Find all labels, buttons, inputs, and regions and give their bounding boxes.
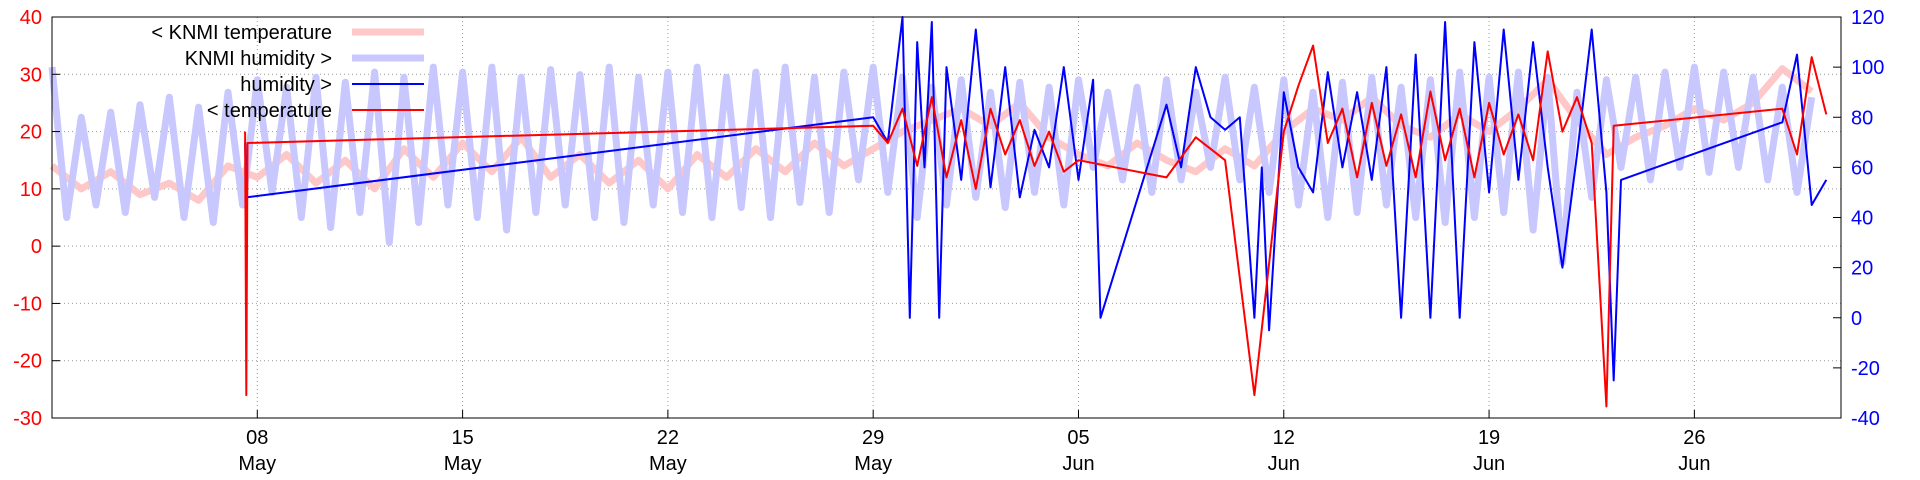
y-right-tick-label: 20: [1851, 258, 1873, 280]
x-tick-month: May: [854, 453, 892, 475]
legend-label: < temperature: [207, 100, 332, 122]
y-left-tick-label: 40: [20, 7, 42, 29]
y-left-tick-label: -10: [13, 293, 42, 315]
x-tick-month: May: [238, 453, 276, 475]
x-tick-month: Jun: [1268, 453, 1300, 475]
x-tick-day: 15: [451, 427, 473, 449]
x-tick-day: 22: [657, 427, 679, 449]
legend: < KNMI temperature KNMI humidity > humidit…: [151, 22, 424, 122]
x-tick-month: Jun: [1062, 453, 1094, 475]
y-left-tick-label: -20: [13, 351, 42, 373]
y-right-tick-label: -20: [1851, 358, 1880, 380]
x-tick-day: 26: [1683, 427, 1705, 449]
y-left-tick-labels: 40 30 20 10 0 -10 -20 -30: [13, 7, 42, 430]
x-tick-day: 08: [246, 427, 268, 449]
y-right-tick-labels: 120 100 80 60 40 20 0 -20 -40: [1851, 7, 1884, 430]
series-line-3: [244, 44, 1828, 408]
x-tick-day: 05: [1067, 427, 1089, 449]
x-tick-day: 19: [1478, 427, 1500, 449]
legend-label: < KNMI temperature: [151, 22, 332, 44]
y-left-tick-label: 10: [20, 179, 42, 201]
y-right-tick-label: 120: [1851, 7, 1884, 29]
x-tick-month: Jun: [1678, 453, 1710, 475]
series-line-2: [244, 16, 1828, 382]
y-left-tick-label: 0: [31, 236, 42, 258]
series-layer: [48, 16, 1828, 408]
y-right-tick-label: -40: [1851, 408, 1880, 430]
series-line-1: [48, 63, 1816, 267]
grid: [52, 16, 1841, 419]
y-left-tick-label: -30: [13, 408, 42, 430]
legend-label: KNMI humidity >: [185, 48, 332, 70]
y-right-tick-label: 80: [1851, 107, 1873, 129]
y-left-tick-label: 20: [20, 122, 42, 144]
legend-label: humidity >: [240, 74, 332, 96]
x-tick-labels: 08 May 15 May 22 May 29 May 05 Jun 12 Jun 19 Jun 26 Jun: [238, 427, 1710, 475]
y-right-tick-label: 40: [1851, 208, 1873, 230]
y-right-tick-label: 100: [1851, 57, 1884, 79]
x-tick-day: 12: [1273, 427, 1295, 449]
x-tick-day: 29: [862, 427, 884, 449]
tick-marks: [52, 16, 1841, 419]
x-tick-month: May: [444, 453, 482, 475]
y-left-tick-label: 30: [20, 64, 42, 86]
x-tick-month: May: [649, 453, 687, 475]
x-tick-month: Jun: [1473, 453, 1505, 475]
y-right-tick-label: 60: [1851, 157, 1873, 179]
y-right-tick-label: 0: [1851, 308, 1862, 330]
